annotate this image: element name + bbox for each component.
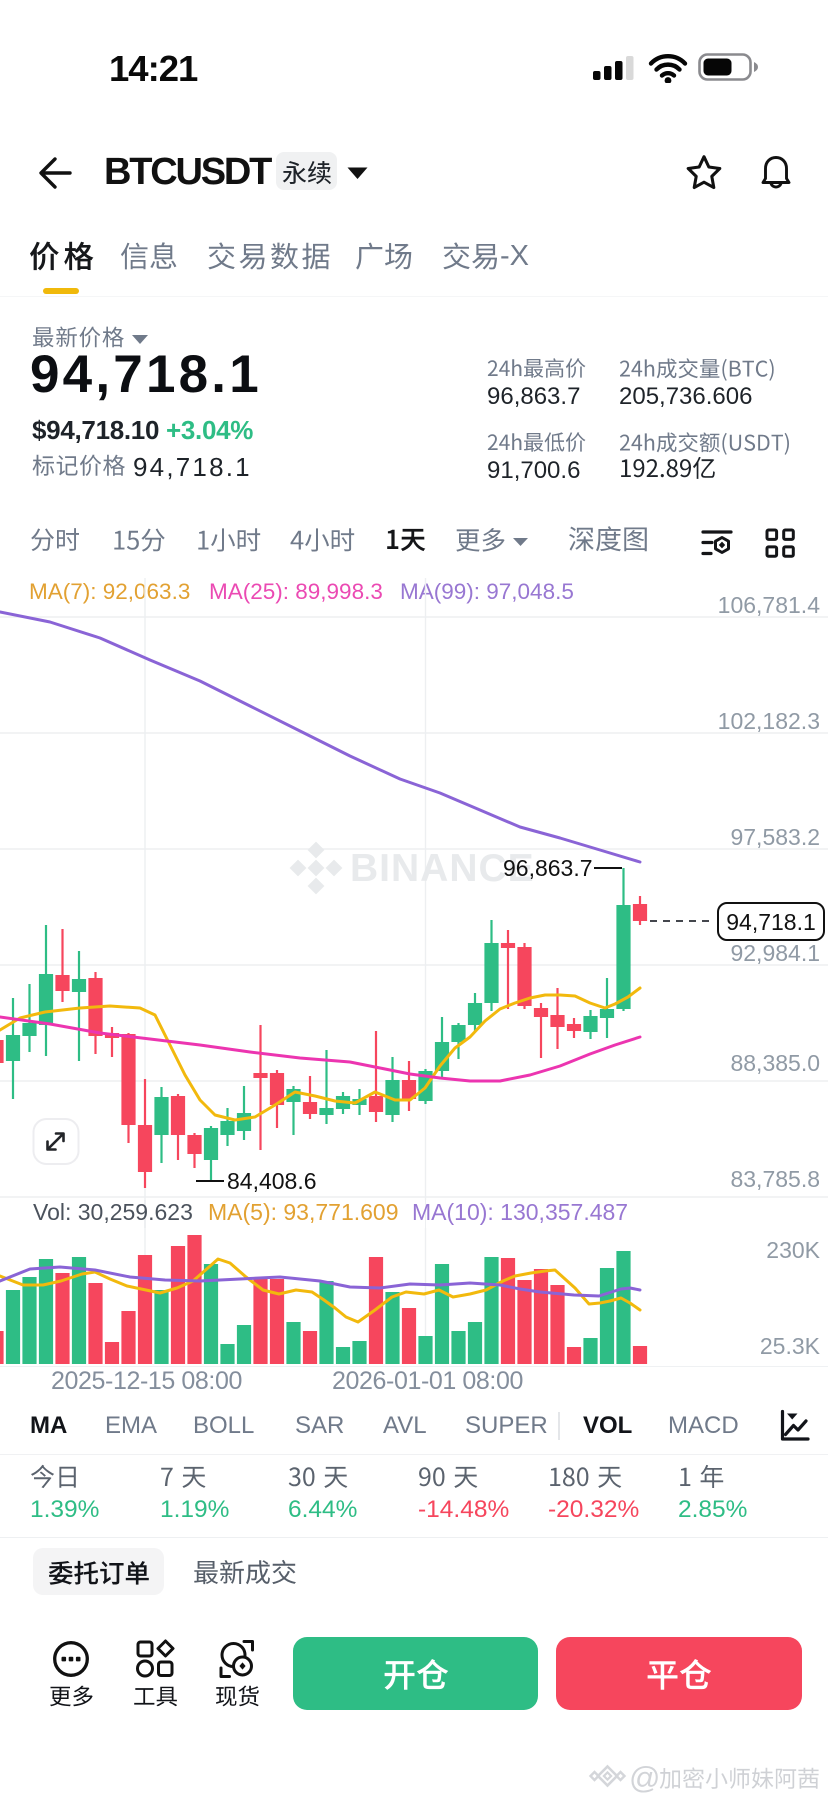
svg-text:BINANCE: BINANCE <box>350 847 535 890</box>
svg-text:84,408.6: 84,408.6 <box>227 1168 317 1194</box>
svg-text:96,863.7: 96,863.7 <box>503 855 593 881</box>
svg-text:94,718.1: 94,718.1 <box>726 909 816 935</box>
